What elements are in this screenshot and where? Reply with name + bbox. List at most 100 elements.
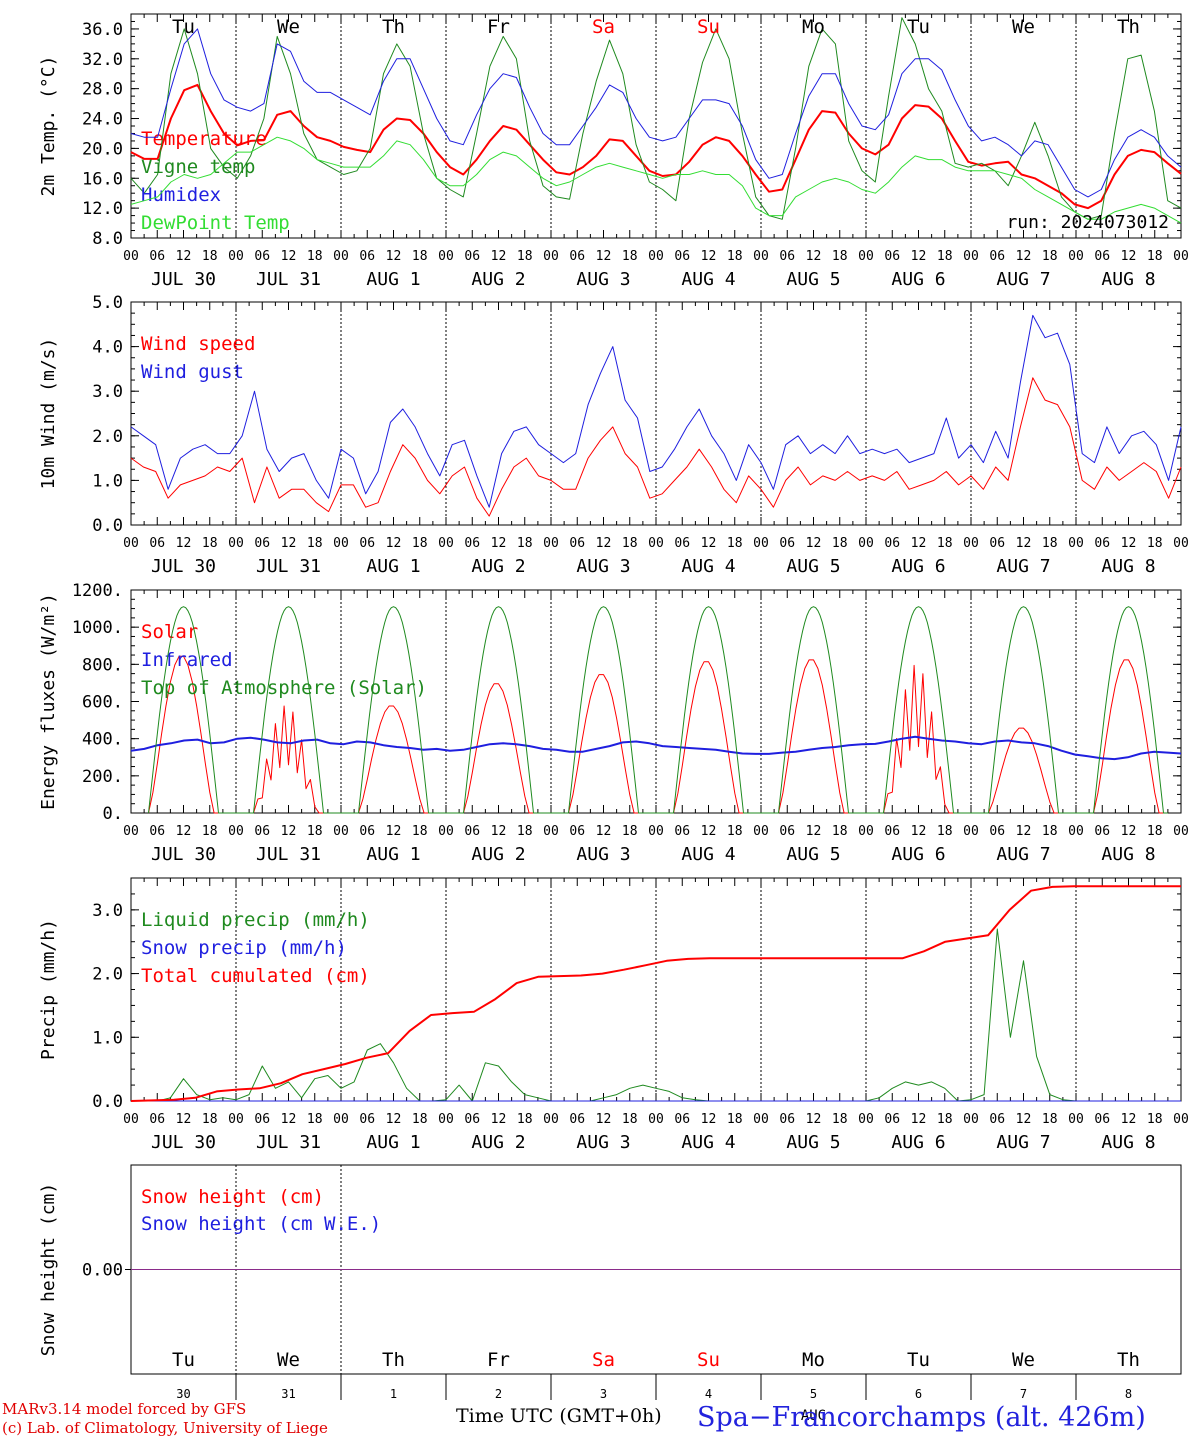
hour-label: 18 xyxy=(307,249,323,264)
date-label: AUG 8 xyxy=(1101,269,1155,290)
hour-label: 12 xyxy=(1016,249,1032,264)
hour-label: 06 xyxy=(779,824,795,839)
series-line-dewpoint-temp xyxy=(130,136,1182,224)
hour-label: 18 xyxy=(517,1112,533,1127)
hour-label: 06 xyxy=(359,536,375,551)
month-label: AUG xyxy=(801,1408,826,1424)
hour-label: 00 xyxy=(543,824,559,839)
series-line-wind-gust xyxy=(130,314,1182,508)
y-tick-label: 0.00 xyxy=(82,1261,123,1281)
panel-1: 8.0 12.0 16.0 20.0 24.0 28.0 32.0 36.0 2m Temp. … xyxy=(38,13,1189,290)
hour-label: 12 xyxy=(281,1112,297,1127)
hour-label: 18 xyxy=(202,824,218,839)
hour-label: 18 xyxy=(622,249,638,264)
weekday-label: Th xyxy=(382,1349,405,1371)
y-tick-label: 3.0 xyxy=(92,901,123,921)
hour-label: 06 xyxy=(359,824,375,839)
day-number-label: 6 xyxy=(915,1387,922,1401)
hour-label: 06 xyxy=(884,249,900,264)
hour-label: 12 xyxy=(176,536,192,551)
legend-entry: Solar xyxy=(141,621,198,643)
date-label: AUG 2 xyxy=(471,269,525,290)
hour-label: 06 xyxy=(674,249,690,264)
date-label: AUG 6 xyxy=(891,844,945,865)
hour-label: 00 xyxy=(1068,824,1084,839)
run-annotation: run: 2024073012 xyxy=(1006,212,1169,233)
legend-entry: Humidex xyxy=(141,184,221,206)
hour-label: 00 xyxy=(858,824,874,839)
lab-credit: (c) Lab. of Climatology, University of L… xyxy=(2,1419,328,1437)
hour-label: 06 xyxy=(884,1112,900,1127)
hour-label: 18 xyxy=(937,249,953,264)
hour-label: 06 xyxy=(884,536,900,551)
hour-label: 18 xyxy=(307,824,323,839)
y-tick-label: 1.0 xyxy=(92,1028,123,1048)
legend-entry: Wind gust xyxy=(141,361,244,383)
hour-label: 06 xyxy=(149,824,165,839)
day-number-label: 3 xyxy=(600,1387,607,1401)
y-tick-label: 36.0 xyxy=(82,20,123,40)
y-tick-label: 0. xyxy=(103,804,123,824)
y-axis-label: 10m Wind (m/s) xyxy=(38,338,59,490)
hour-label: 18 xyxy=(832,824,848,839)
day-number-label: 4 xyxy=(705,1387,712,1401)
weekday-label: Fr xyxy=(487,16,510,38)
weekday-label: Th xyxy=(382,16,405,38)
weekday-label: Sa xyxy=(592,1349,615,1371)
hour-label: 18 xyxy=(727,1112,743,1127)
weekday-label: Su xyxy=(697,1349,720,1371)
hour-label: 12 xyxy=(281,824,297,839)
date-label: AUG 4 xyxy=(681,269,735,290)
hour-label: 12 xyxy=(1016,1112,1032,1127)
hour-label: 00 xyxy=(228,824,244,839)
weekday-label: Tu xyxy=(907,16,930,38)
y-axis-label: Snow height (cm) xyxy=(38,1183,59,1356)
series-line-top-of-atmosphere-solar xyxy=(148,606,1168,814)
hour-label: 00 xyxy=(963,249,979,264)
hour-label: 00 xyxy=(648,249,664,264)
legend-entry: Liquid precip (mm/h) xyxy=(141,909,370,931)
hour-label: 18 xyxy=(1042,249,1058,264)
hour-label: 12 xyxy=(806,249,822,264)
hour-label: 06 xyxy=(464,249,480,264)
date-label: AUG 6 xyxy=(891,269,945,290)
hour-label: 00 xyxy=(1173,536,1189,551)
hour-label: 06 xyxy=(1094,249,1110,264)
legend-entry: Snow height (cm) xyxy=(141,1186,324,1208)
hour-label: 00 xyxy=(753,536,769,551)
hour-label: 18 xyxy=(937,1112,953,1127)
hour-label: 06 xyxy=(1094,1112,1110,1127)
hour-label: 12 xyxy=(596,1112,612,1127)
date-label: AUG 3 xyxy=(576,556,630,577)
hour-label: 00 xyxy=(1068,1112,1084,1127)
hour-label: 00 xyxy=(648,1112,664,1127)
hour-label: 00 xyxy=(1173,824,1189,839)
hour-label: 00 xyxy=(963,1112,979,1127)
hour-label: 12 xyxy=(701,536,717,551)
day-number-label: 2 xyxy=(495,1387,502,1401)
hour-label: 12 xyxy=(701,824,717,839)
hour-label: 18 xyxy=(1042,824,1058,839)
date-label: AUG 4 xyxy=(681,844,735,865)
hour-label: 18 xyxy=(412,536,428,551)
day-number-label: 30 xyxy=(176,1387,190,1401)
hour-label: 12 xyxy=(806,824,822,839)
legend-entry: Infrared xyxy=(141,649,233,671)
hour-label: 06 xyxy=(464,824,480,839)
day-number-label: 31 xyxy=(281,1387,295,1401)
hour-label: 06 xyxy=(254,536,270,551)
y-tick-label: 3.0 xyxy=(92,382,123,402)
y-tick-label: 32.0 xyxy=(82,50,123,70)
weekday-label: Tu xyxy=(907,1349,930,1371)
y-tick-label: 4.0 xyxy=(92,338,123,358)
y-axis-label: Precip (mm/h) xyxy=(38,919,59,1060)
series-line-infrared xyxy=(130,735,1182,761)
weekday-label: We xyxy=(277,1349,300,1371)
panel-4: 0.0 1.0 2.0 3.0 Precip (mm/h) Liquid precip (… xyxy=(38,877,1189,1153)
date-label: JUL 30 xyxy=(151,269,216,290)
hour-label: 06 xyxy=(779,536,795,551)
y-tick-label: 400. xyxy=(82,730,123,750)
hour-label: 18 xyxy=(412,1112,428,1127)
hour-label: 06 xyxy=(989,824,1005,839)
hour-label: 12 xyxy=(806,1112,822,1127)
